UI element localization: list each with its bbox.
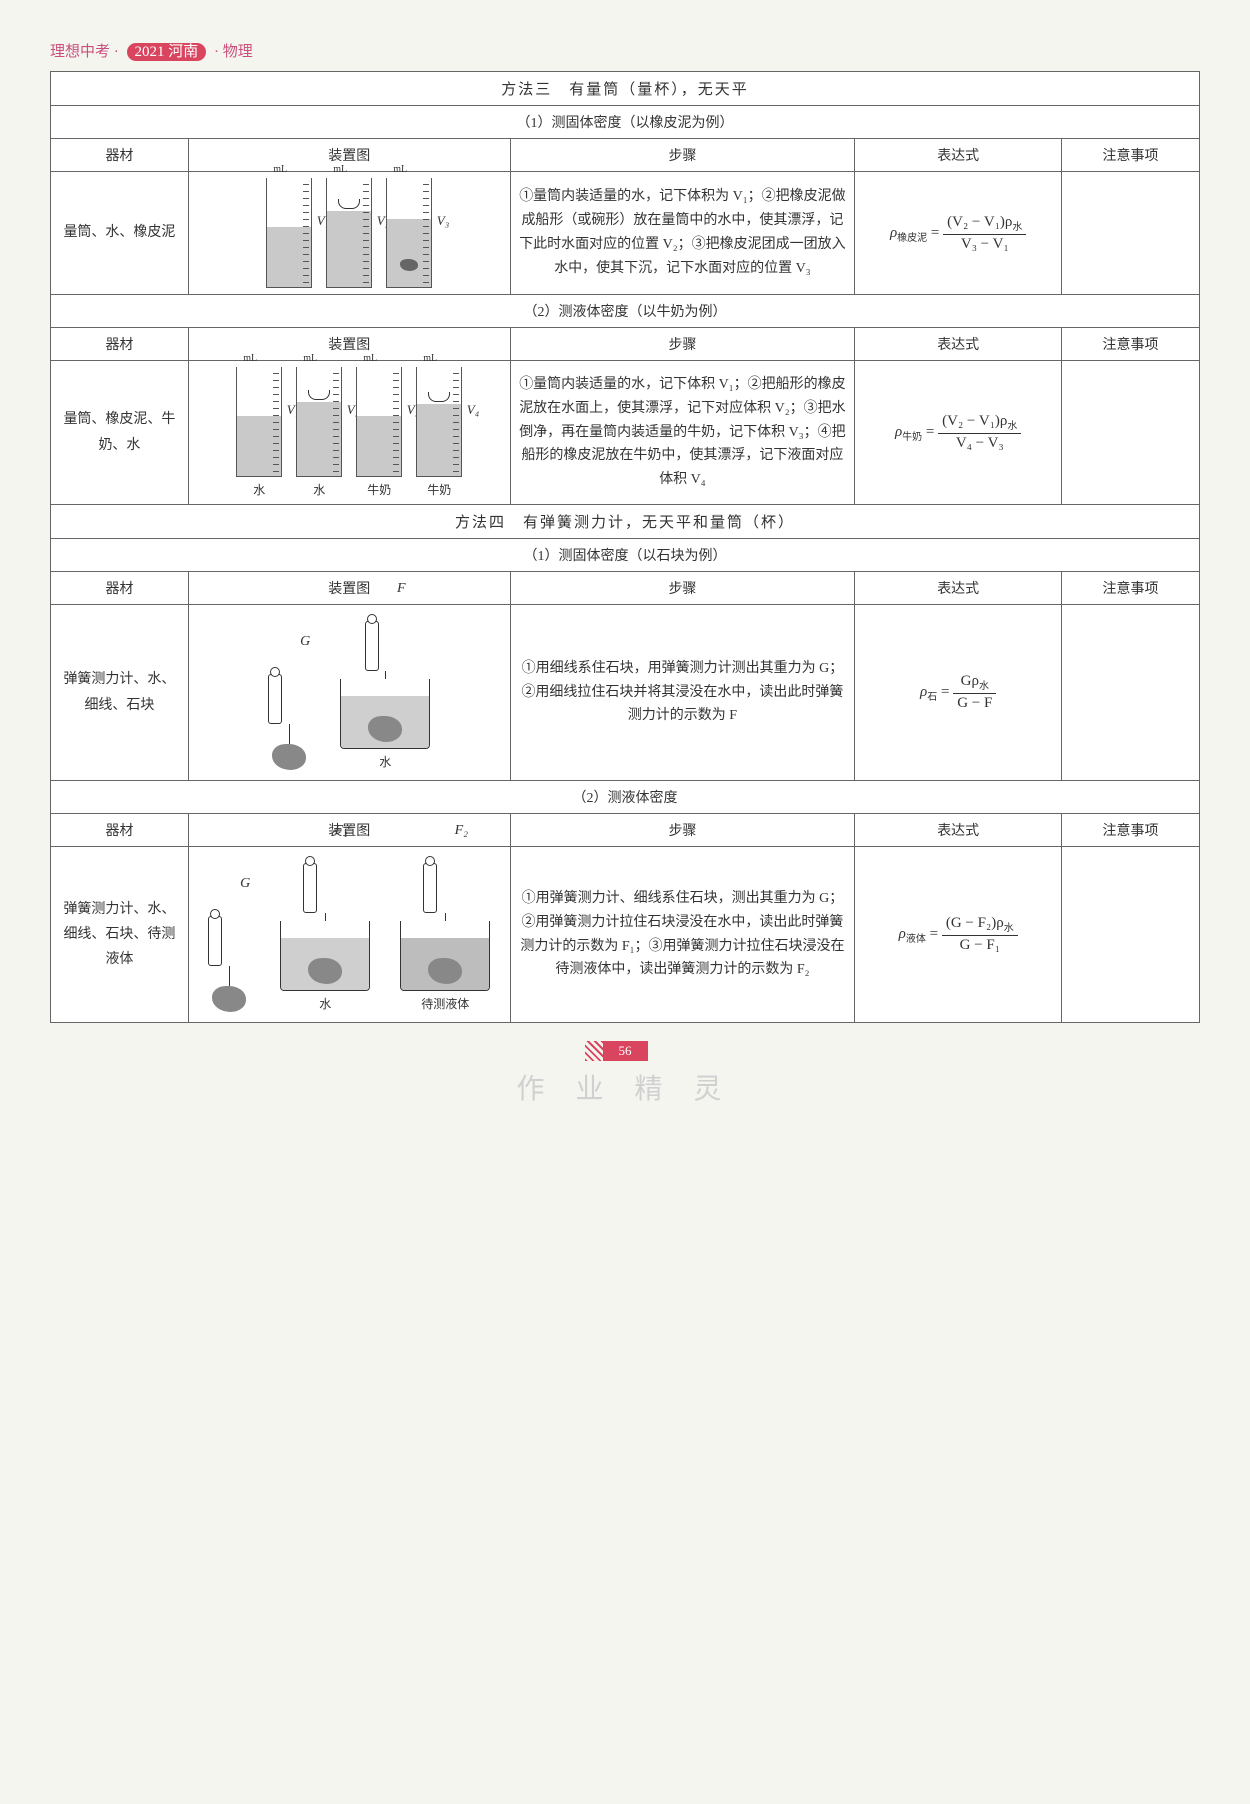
spring-in-water-icon: F 水 xyxy=(340,621,430,770)
m3s1-notes xyxy=(1062,172,1200,295)
m4s1-equip: 弹簧测力计、水、细线、石块 xyxy=(51,605,189,781)
page-header: 理想中考 · 2021 河南 · 物理 xyxy=(50,40,1200,61)
m3s2-steps: ①量筒内装适量的水，记下体积 V₁；②把船形的橡皮泥放在水面上，使其漂浮，记下对… xyxy=(510,361,855,505)
spring-dynamometer-icon: G xyxy=(208,916,250,1012)
m3s2-equip: 量筒、橡皮泥、牛奶、水 xyxy=(51,361,189,505)
m4s1-subtitle: （1）测固体密度（以石块为例） xyxy=(51,539,1200,572)
m4-title: 方法四 有弹簧测力计，无天平和量筒（杯） xyxy=(51,505,1200,539)
m3s2-subtitle: （2）测液体密度（以牛奶为例） xyxy=(51,295,1200,328)
m3s2-formula: ρ牛奶 = (V₂ − V₁)ρ水V₄ − V₃ xyxy=(855,361,1062,505)
methods-table: 方法三 有量筒（量杯），无天平 （1）测固体密度（以橡皮泥为例） 器材 装置图 … xyxy=(50,71,1200,1023)
m4s2-diagram: G F₁ 水 F₂ 待测液体 xyxy=(188,847,510,1023)
col-formula: 表达式 xyxy=(855,139,1062,172)
m4s1-notes xyxy=(1062,605,1200,781)
m4s1-steps: ①用细线系住石块，用弹簧测力计测出其重力为 G；②用细线拉住石块并将其浸没在水中… xyxy=(510,605,855,781)
m3s1-steps: ①量筒内装适量的水，记下体积为 V₁；②把橡皮泥做成船形（或碗形）放在量筒中的水… xyxy=(510,172,855,295)
m4s1-diagram: G F 水 xyxy=(188,605,510,781)
m3s1-equip: 量筒、水、橡皮泥 xyxy=(51,172,189,295)
spring-dynamometer-icon: G xyxy=(268,674,310,770)
col-steps: 步骤 xyxy=(510,139,855,172)
spring-in-water-icon: F₁ 水 xyxy=(280,863,370,1012)
m3s2-diagram: mLV₁水 mLV₂水 mLV₃牛奶 mLV₄牛奶 xyxy=(188,361,510,505)
cylinder-icon: mLV₃ xyxy=(356,367,402,477)
header-tail: · 物理 xyxy=(210,44,253,60)
cylinder-icon: mLV₃ xyxy=(386,178,432,288)
cylinder-icon: mLV₄ xyxy=(416,367,462,477)
m4s2-steps: ①用弹簧测力计、细线系住石块，测出其重力为 G；②用弹簧测力计拉住石块浸没在水中… xyxy=(510,847,855,1023)
header-brand: 理想中考 · xyxy=(50,44,123,60)
watermark: 作 业 精 灵 xyxy=(50,1067,1200,1107)
cylinder-icon: mLV₂ xyxy=(296,367,342,477)
header-badge: 2021 河南 xyxy=(127,43,207,61)
m4s2-notes xyxy=(1062,847,1200,1023)
m4s2-equip: 弹簧测力计、水、细线、石块、待测液体 xyxy=(51,847,189,1023)
col-notes: 注意事项 xyxy=(1062,139,1200,172)
col-equip: 器材 xyxy=(51,139,189,172)
m3s1-diagram: mLV₁ mLV₂ mLV₃ xyxy=(188,172,510,295)
cylinder-icon: mLV₁ xyxy=(266,178,312,288)
m4s2-formula: ρ液体 = (G − F₂)ρ水G − F₁ xyxy=(855,847,1062,1023)
page-number: 56 xyxy=(603,1041,648,1061)
cylinder-icon: mLV₁ xyxy=(236,367,282,477)
m3-title: 方法三 有量筒（量杯），无天平 xyxy=(51,72,1200,106)
m4s2-subtitle: （2）测液体密度 xyxy=(51,781,1200,814)
m3s1-formula: ρ橡皮泥 = (V₂ − V₁)ρ水V₃ − V₁ xyxy=(855,172,1062,295)
m4s1-formula: ρ石 = Gρ水G − F xyxy=(855,605,1062,781)
m3s2-notes xyxy=(1062,361,1200,505)
m3s1-subtitle: （1）测固体密度（以橡皮泥为例） xyxy=(51,106,1200,139)
col-diagram: 装置图 xyxy=(188,139,510,172)
cylinder-icon: mLV₂ xyxy=(326,178,372,288)
page-footer: 56 作 业 精 灵 xyxy=(50,1041,1200,1107)
spring-in-liquid-icon: F₂ 待测液体 xyxy=(400,863,490,1012)
